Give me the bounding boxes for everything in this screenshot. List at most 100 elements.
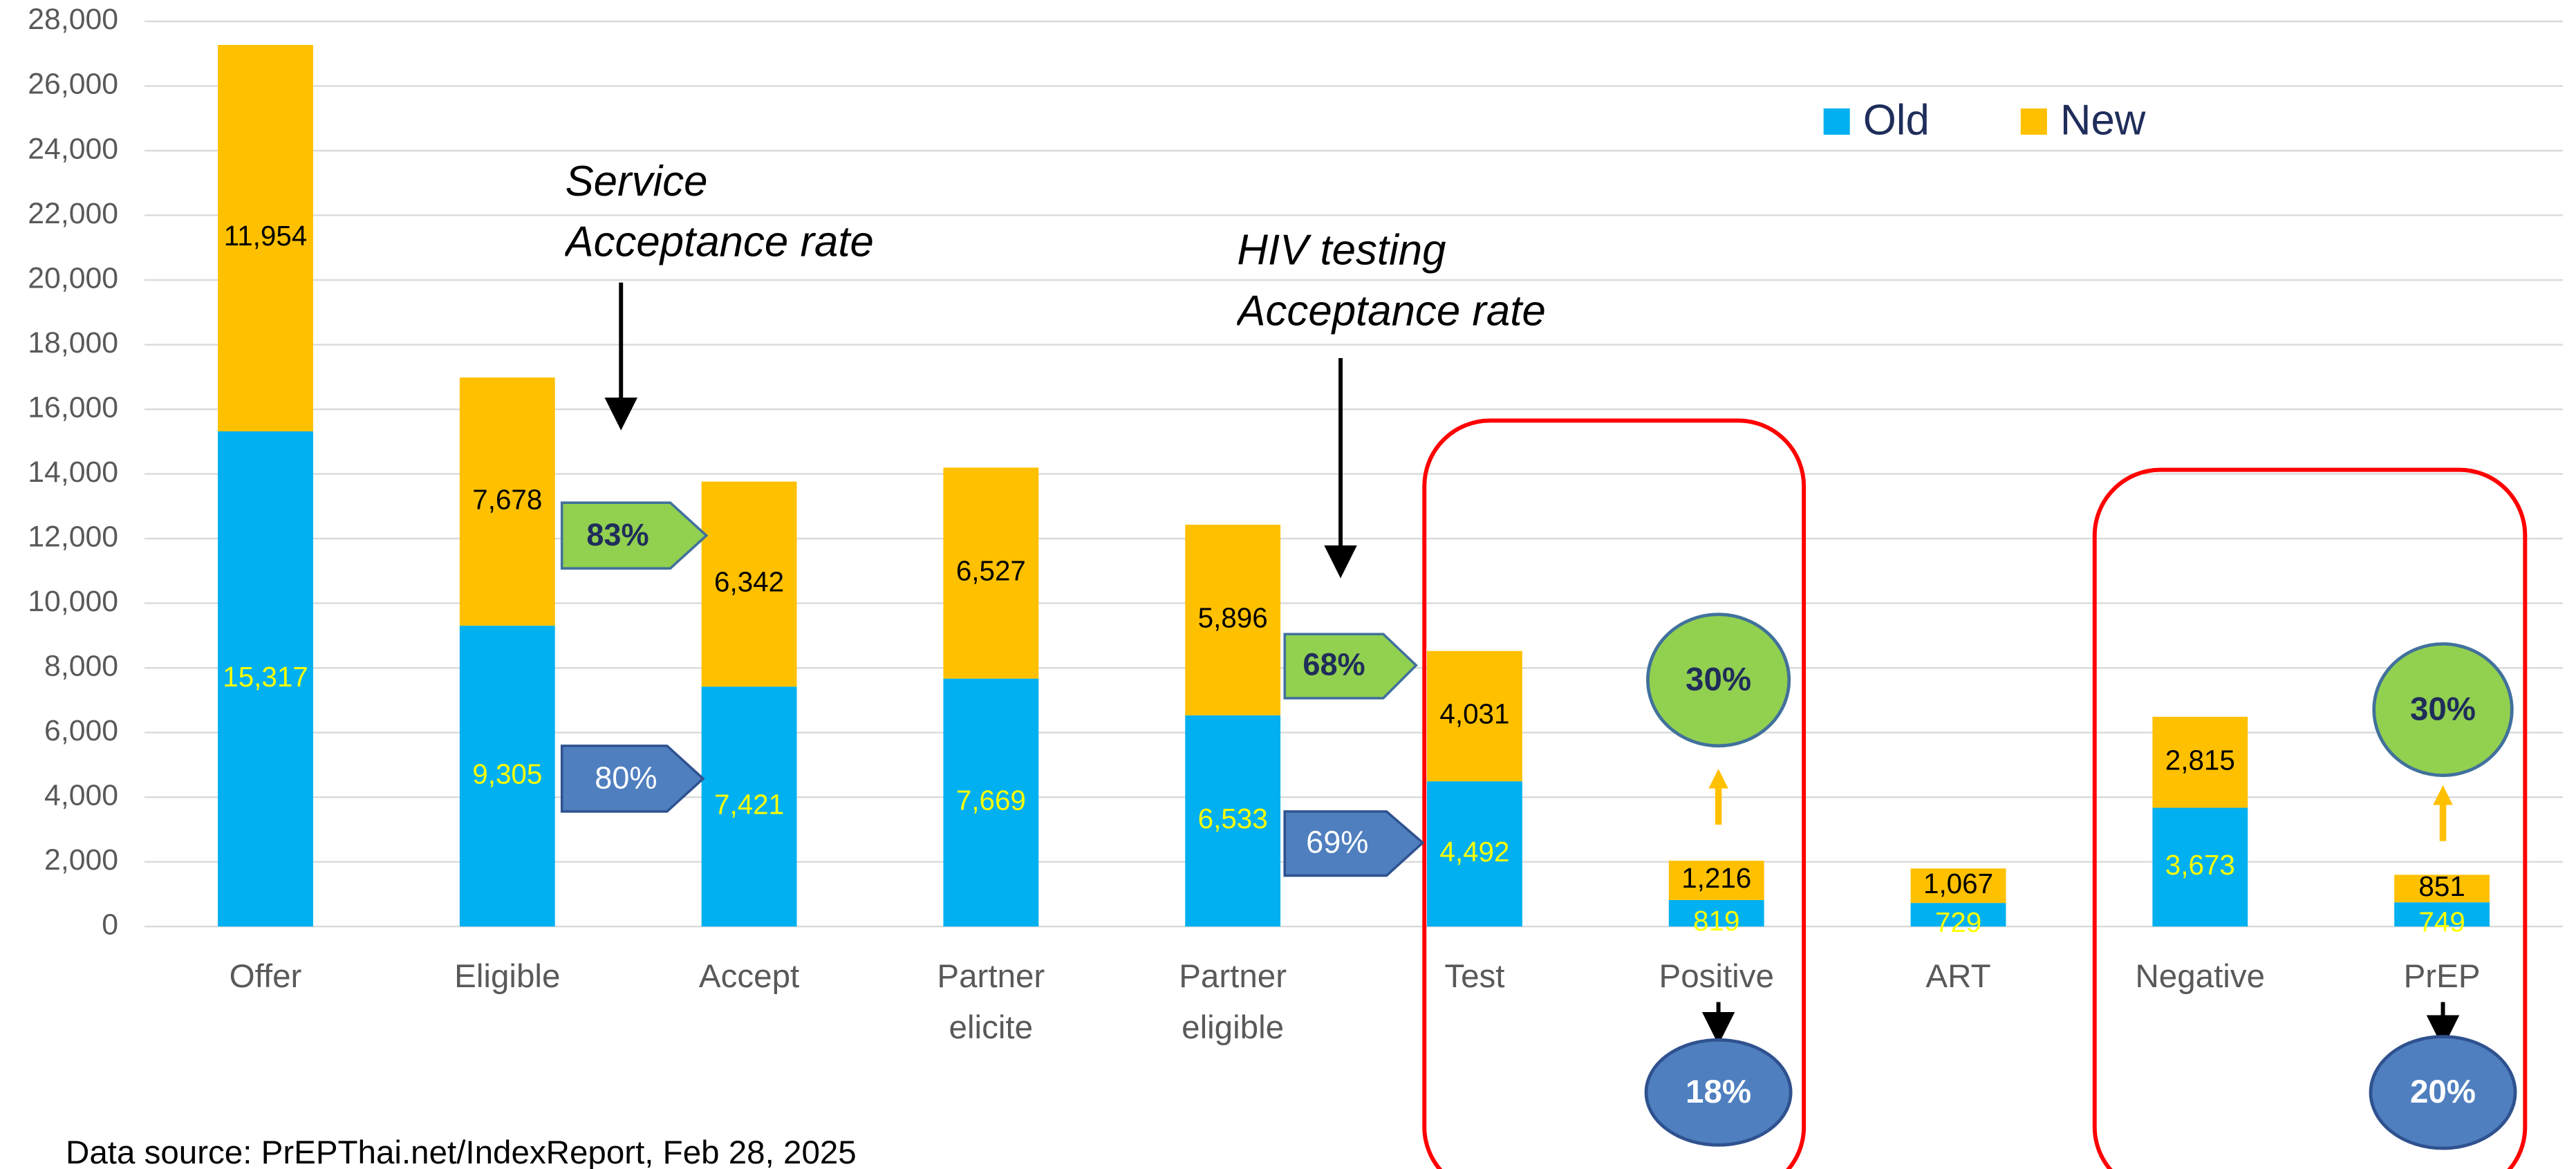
annotation-box: Service Acceptance rate — [565, 156, 874, 266]
legend-label: New — [2060, 97, 2146, 144]
data-label: 15,317 — [223, 661, 308, 693]
bar-segment — [943, 467, 1039, 679]
y-tick-label: 0 — [102, 908, 118, 942]
y-tick-label: 14,000 — [28, 456, 118, 489]
bar-segment — [943, 678, 1039, 927]
x-tick-label-box: Partner elicite — [937, 959, 1045, 1047]
bar-segment — [1185, 525, 1281, 716]
data-label: 851 — [2418, 870, 2465, 902]
y-tick-label: 4,000 — [44, 778, 118, 812]
x-tick-label-box: Accept — [699, 960, 799, 995]
data-label: 7,678 — [472, 483, 542, 515]
bar-segment — [218, 431, 313, 927]
x-tick-label: Eligible — [454, 959, 561, 996]
x-tick-label: Offer — [229, 959, 302, 996]
y-tick-label: 18,000 — [28, 326, 118, 359]
bar-segment — [459, 626, 555, 927]
rate-circle — [2369, 1035, 2517, 1150]
x-tick-label-box: Negative — [2135, 959, 2266, 996]
x-tick-label: Partner eligible — [1179, 959, 1287, 1047]
rate-arrow — [1283, 810, 1425, 877]
data-label: 6,342 — [714, 566, 784, 598]
y-tick-label: 26,000 — [28, 68, 118, 101]
y-tick-label: 2,000 — [44, 843, 118, 877]
annotation: Service Acceptance rate — [565, 156, 874, 266]
bar-segment — [701, 481, 797, 687]
data-label: 2,815 — [2165, 744, 2235, 776]
rate-circle — [1644, 1038, 1793, 1147]
legend-label: Old — [1863, 97, 1930, 144]
highlight-box — [1422, 418, 1807, 1169]
data-label: 7,669 — [956, 785, 1026, 816]
rate-label: 69% — [1306, 824, 1368, 859]
bar-segment — [2394, 875, 2490, 903]
x-tick-label: Positive — [1659, 959, 1774, 996]
y-tick-label: 28,000 — [28, 3, 118, 36]
x-tick-label-box: Offer — [229, 959, 302, 996]
x-tick-label: ART — [1925, 959, 1991, 996]
data-label: 5,896 — [1198, 602, 1268, 634]
bar-segment — [1668, 861, 1764, 900]
rate-label: 80% — [595, 760, 657, 796]
x-tick-label-box: Positive — [1659, 959, 1774, 996]
rate-label: 18% — [1686, 1074, 1751, 1110]
source-note: Data source: PrEPThai.net/IndexReport, F… — [66, 1134, 857, 1169]
x-tick-label: Test — [1444, 959, 1505, 996]
x-tick-label-box: Test — [1444, 959, 1505, 996]
y-tick-label: 24,000 — [28, 132, 118, 165]
rate-label: 20% — [2410, 1074, 2476, 1110]
data-label: 729 — [1935, 906, 1981, 938]
bar-segment — [701, 686, 797, 927]
data-label: 11,954 — [224, 220, 308, 252]
bar-segment — [1427, 781, 1522, 927]
bar-segment — [1427, 651, 1522, 782]
rate-label: 68% — [1303, 647, 1365, 682]
highlight-box — [2092, 467, 2528, 1169]
x-tick-label: Negative — [2135, 959, 2266, 996]
bar-segment — [1668, 899, 1764, 927]
bar-segment — [1910, 903, 2006, 927]
bar-segment — [218, 45, 313, 431]
x-tick-label: Partner elicite — [937, 959, 1045, 1047]
x-tick-label-box: PrEP — [2403, 959, 2481, 996]
data-label: 4,031 — [1439, 698, 1509, 730]
y-tick-label: 12,000 — [28, 520, 118, 553]
data-label: 1,067 — [1923, 868, 1993, 899]
legend-swatch — [2020, 108, 2047, 135]
bar-segment — [1185, 715, 1281, 927]
y-tick-label: 10,000 — [28, 585, 118, 618]
rate-arrow — [1283, 633, 1418, 700]
x-tick-label-box: ART — [1925, 959, 1991, 996]
rate-arrow — [560, 745, 705, 813]
bar-segment — [2394, 902, 2490, 927]
bar-segment — [2152, 716, 2248, 808]
y-tick-label: 6,000 — [44, 714, 118, 747]
bar-segment — [2152, 807, 2248, 927]
rate-label: 83% — [586, 517, 648, 552]
rate-label: 30% — [1686, 662, 1751, 698]
data-label: 4,492 — [1439, 836, 1509, 868]
y-tick-label: 16,000 — [28, 391, 118, 424]
y-tick-label: 8,000 — [44, 649, 118, 682]
data-label: 1,216 — [1681, 862, 1751, 894]
rate-label: 30% — [2410, 691, 2476, 727]
bar-segment — [1910, 868, 2006, 904]
data-label: 6,527 — [956, 555, 1026, 587]
annotation-box: HIV testing Acceptance rate — [1237, 225, 1546, 335]
rate-circle — [2372, 642, 2514, 777]
data-label: 749 — [2418, 906, 2465, 938]
rate-circle — [1646, 612, 1791, 748]
x-tick-label-box: Partner eligible — [1179, 959, 1287, 1047]
data-label: 7,421 — [714, 788, 784, 820]
y-tick-label: 20,000 — [28, 261, 118, 294]
annotation: HIV testing Acceptance rate — [1237, 225, 1546, 335]
data-label: 3,673 — [2165, 849, 2235, 881]
x-tick-label-box: Eligible — [454, 959, 561, 996]
bar-segment — [459, 377, 555, 626]
data-label: 819 — [1693, 905, 1739, 937]
x-tick-label: PrEP — [2403, 959, 2481, 996]
rate-arrow — [560, 501, 709, 570]
data-label: 6,533 — [1198, 803, 1268, 834]
data-label: 9,305 — [472, 758, 542, 789]
